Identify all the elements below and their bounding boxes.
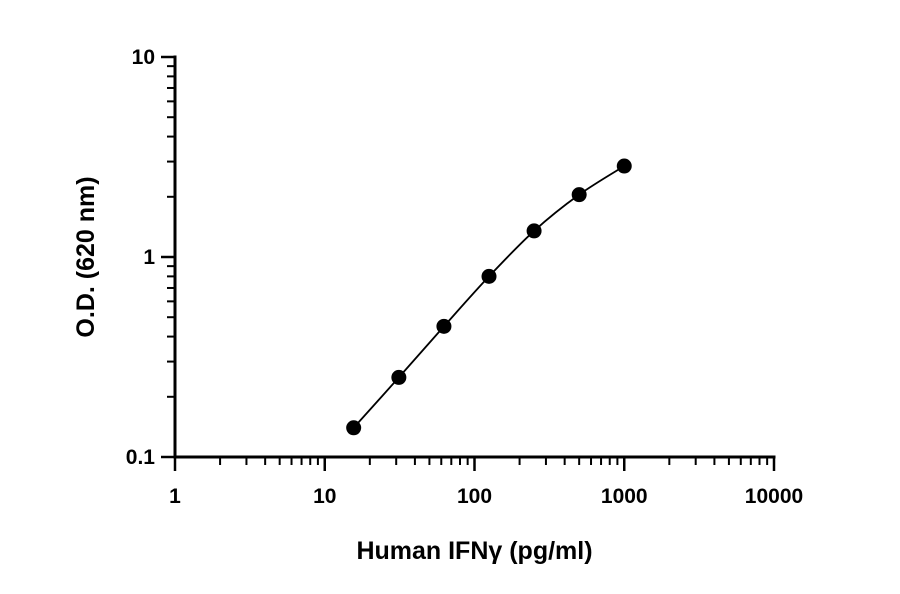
x-tick-label: 1: [169, 485, 181, 508]
plot-area: [346, 158, 632, 436]
x-axis-title: Human IFNγ (pg/ml): [356, 537, 592, 565]
data-points: [346, 158, 632, 436]
data-point: [346, 420, 362, 436]
y-axis-title: O.D. (620 nm): [72, 176, 100, 337]
x-tick-label: 10: [313, 485, 336, 508]
y-tick-label: 0.1: [126, 446, 156, 469]
x-tick-label: 10000: [745, 485, 803, 508]
data-point: [616, 158, 632, 174]
data-point: [526, 223, 542, 239]
y-tick-label: 1: [143, 246, 155, 269]
x-tick-label: 1000: [601, 485, 648, 508]
fit-curve: [353, 165, 625, 429]
data-point: [391, 369, 407, 385]
data-point: [481, 268, 497, 284]
data-point: [436, 318, 452, 334]
y-tick-label: 10: [132, 46, 155, 69]
x-axis-ticks: 1 10 100 1000 10000: [169, 457, 803, 508]
x-tick-label: 100: [457, 485, 492, 508]
y-axis-ticks: 0.1 1 10: [126, 46, 175, 469]
axes: 0.1 1 10 1 10 100 1000 10000: [126, 46, 803, 508]
data-point: [571, 187, 587, 203]
